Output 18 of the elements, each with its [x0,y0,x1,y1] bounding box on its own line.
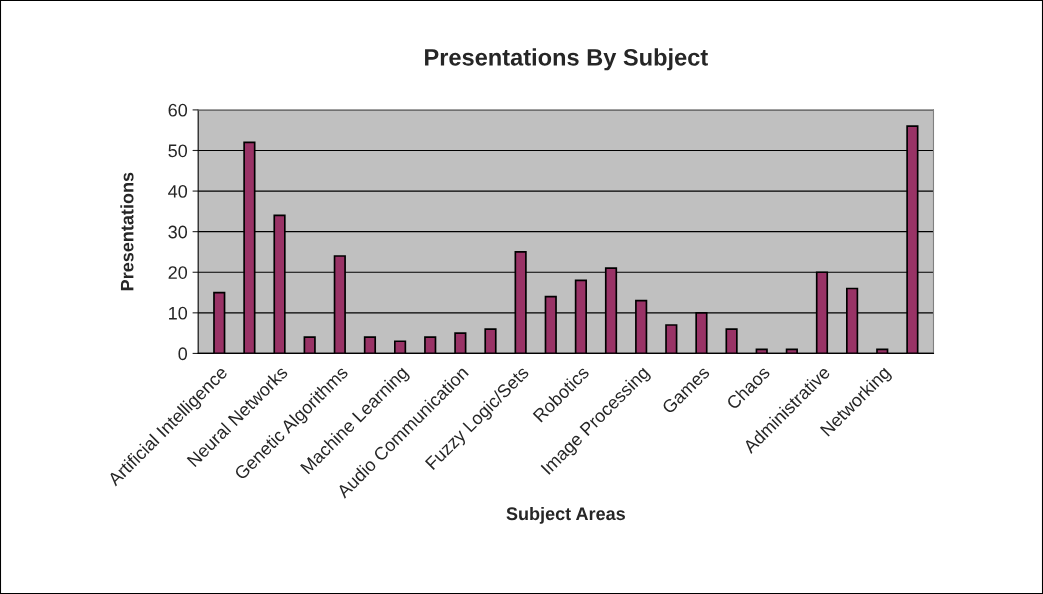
chart-title: Presentations By Subject [425,48,708,71]
y-tick-label: 40 [168,185,188,198]
bar [424,336,437,354]
bar [484,328,497,354]
bar [454,332,467,354]
y-tick-label: 0 [178,347,188,361]
y-tick-label: 20 [168,266,188,279]
bar [363,336,377,354]
bar [393,340,407,354]
bar [303,336,316,354]
bar [725,328,738,354]
y-axis-title: Presentations [120,172,134,291]
y-tick-label: 60 [168,103,188,117]
x-axis-title: Subject Areas [506,506,625,524]
y-tick-label: 50 [168,144,188,158]
y-tick-label: 10 [169,306,188,320]
y-tick-label: 30 [168,225,188,239]
bar [665,324,678,354]
